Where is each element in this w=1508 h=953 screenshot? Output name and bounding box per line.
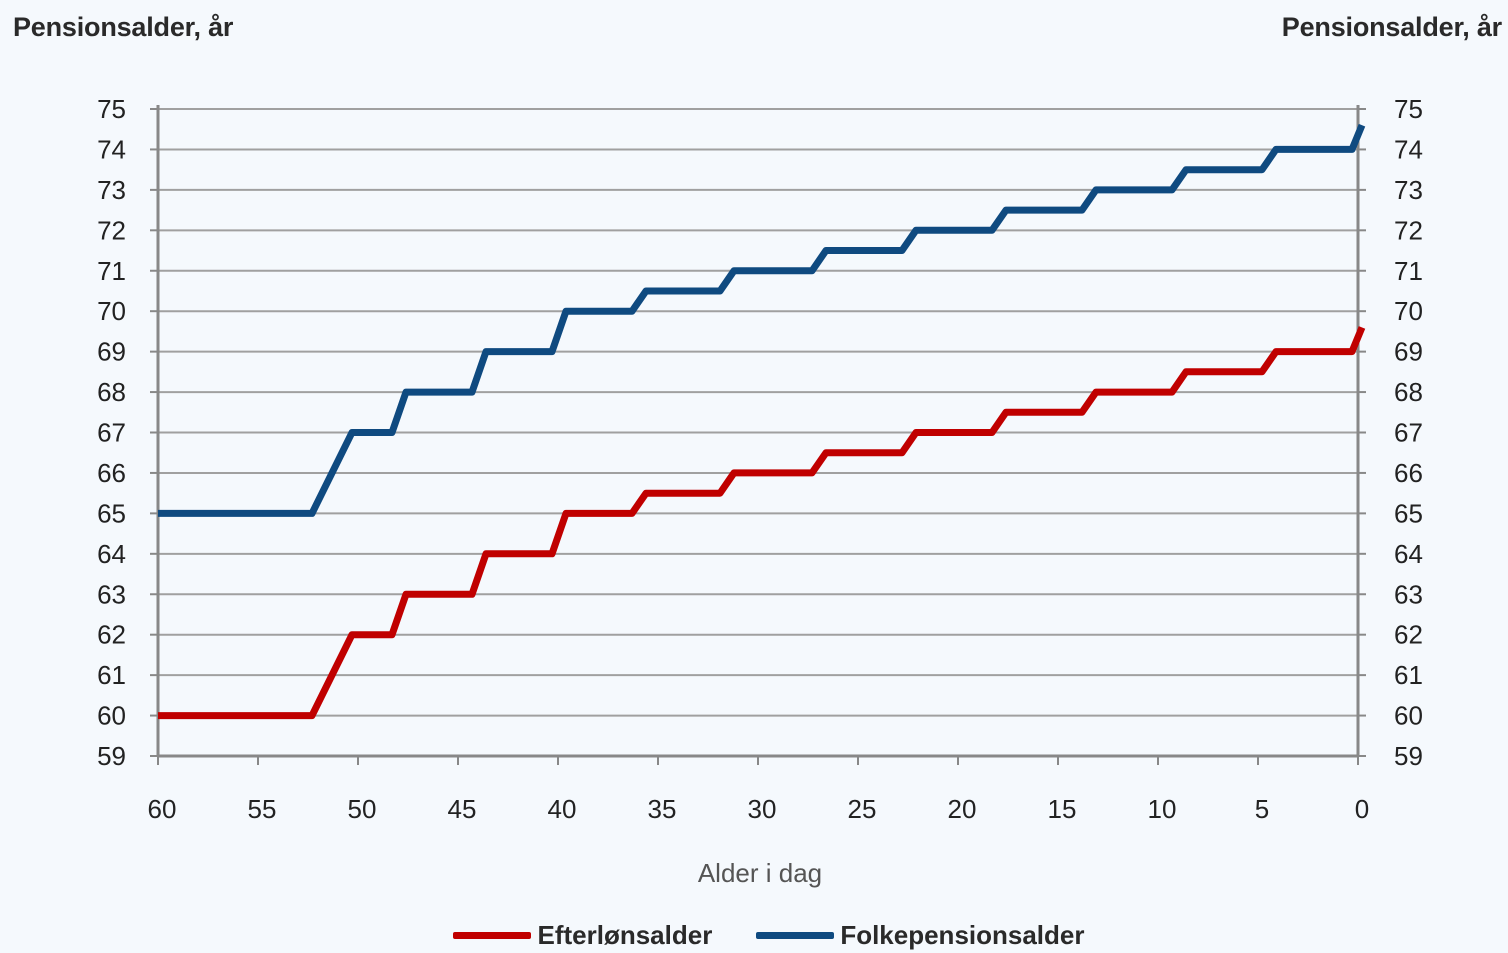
y-tick-label-left-63: 63 — [97, 579, 126, 609]
legend-label: Efterlønsalder — [537, 920, 713, 950]
y-tick-label-left-62: 62 — [97, 620, 126, 650]
y-tick-label-left-61: 61 — [97, 660, 126, 690]
y-tick-label-left-59: 59 — [97, 741, 126, 771]
y-tick-label-left-69: 69 — [97, 337, 126, 367]
y-axis-title-left: Pensionsalder, år — [13, 12, 234, 42]
x-tick-label-40: 40 — [548, 794, 577, 824]
tick-labels: 59 59 60 60 61 61 62 62 63 63 64 64 65 65 66 66 67 67 68 68… — [97, 94, 1423, 824]
y-tick-label-left-71: 71 — [97, 256, 126, 286]
legend-item: Efterlønsalder — [453, 920, 712, 951]
y-tick-label-right-64: 64 — [1394, 539, 1423, 569]
x-tick-label-60: 60 — [148, 794, 177, 824]
x-tick-label-50: 50 — [348, 794, 377, 824]
legend-swatch — [453, 932, 532, 939]
legend: Efterlønsalder Folkepensionsalder — [0, 920, 1508, 951]
grid-lines — [158, 108, 1358, 717]
legend-swatch — [756, 932, 835, 939]
x-tick-label-30: 30 — [748, 794, 777, 824]
y-tick-label-left-73: 73 — [97, 175, 126, 205]
y-tick-label-right-63: 63 — [1394, 579, 1423, 609]
y-tick-label-right-59: 59 — [1394, 741, 1423, 771]
y-tick-label-right-74: 74 — [1394, 134, 1423, 164]
y-tick-label-right-62: 62 — [1394, 620, 1423, 650]
x-tick-label-20: 20 — [948, 794, 977, 824]
legend-item: Folkepensionsalder — [756, 920, 1085, 951]
x-tick-label-0: 0 — [1355, 794, 1369, 824]
axes — [150, 105, 1366, 765]
y-tick-label-right-71: 71 — [1394, 256, 1423, 286]
y-tick-label-right-66: 66 — [1394, 458, 1423, 488]
y-tick-label-right-73: 73 — [1394, 175, 1423, 205]
y-tick-label-left-60: 60 — [97, 701, 126, 731]
y-tick-label-right-68: 68 — [1394, 377, 1423, 407]
y-tick-label-right-70: 70 — [1394, 296, 1423, 326]
series-lines — [158, 123, 1366, 720]
x-tick-label-45: 45 — [448, 794, 477, 824]
series-line-folkepensionsalder — [158, 123, 1366, 517]
y-tick-label-right-61: 61 — [1394, 660, 1423, 690]
y-tick-label-right-75: 75 — [1394, 94, 1423, 124]
y-tick-label-right-60: 60 — [1394, 701, 1423, 731]
y-tick-label-right-67: 67 — [1394, 418, 1423, 448]
x-axis-label: Alder i dag — [698, 858, 822, 888]
y-tick-label-left-64: 64 — [97, 539, 126, 569]
y-tick-label-left-68: 68 — [97, 377, 126, 407]
y-tick-label-right-65: 65 — [1394, 498, 1423, 528]
series-line-efterloensalder — [158, 326, 1366, 720]
y-tick-label-left-65: 65 — [97, 498, 126, 528]
y-tick-label-right-69: 69 — [1394, 337, 1423, 367]
y-tick-label-left-67: 67 — [97, 418, 126, 448]
y-tick-label-left-74: 74 — [97, 134, 126, 164]
y-tick-label-left-75: 75 — [97, 94, 126, 124]
y-tick-label-left-72: 72 — [97, 215, 126, 245]
x-tick-label-5: 5 — [1255, 794, 1269, 824]
x-tick-label-15: 15 — [1048, 794, 1077, 824]
x-tick-label-35: 35 — [648, 794, 677, 824]
legend-label: Folkepensionsalder — [840, 920, 1085, 950]
y-tick-label-left-66: 66 — [97, 458, 126, 488]
x-tick-label-10: 10 — [1148, 794, 1177, 824]
y-tick-label-left-70: 70 — [97, 296, 126, 326]
y-tick-label-right-72: 72 — [1394, 215, 1423, 245]
y-axis-title-right: Pensionsalder, år — [1281, 12, 1502, 42]
x-tick-label-55: 55 — [248, 794, 277, 824]
x-tick-label-25: 25 — [848, 794, 877, 824]
